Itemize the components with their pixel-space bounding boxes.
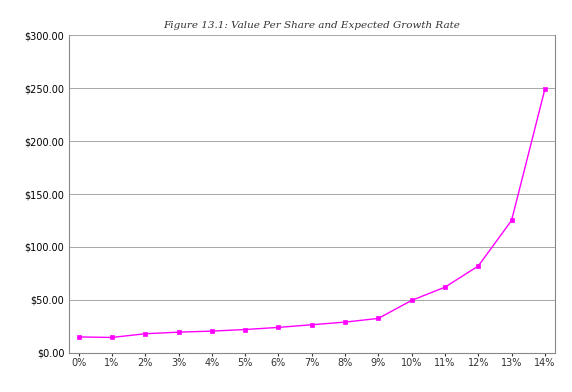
Title: Figure 13.1: Value Per Share and Expected Growth Rate: Figure 13.1: Value Per Share and Expecte…	[163, 21, 460, 30]
